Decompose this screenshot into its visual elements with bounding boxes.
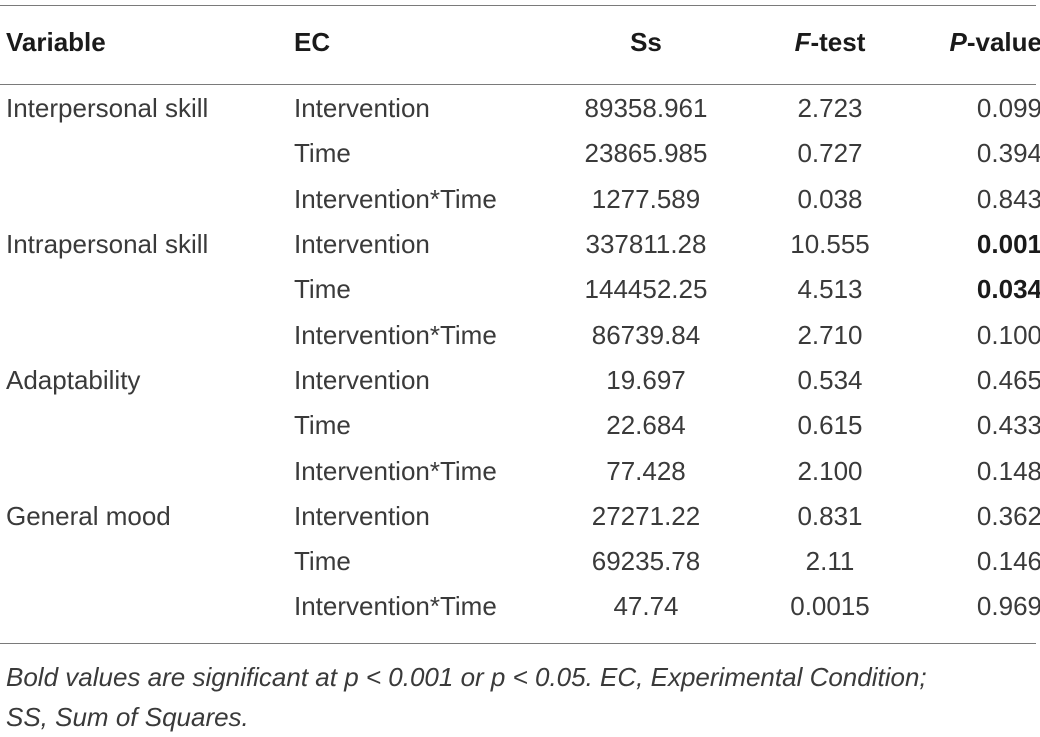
cell-ss: 23865.985 <box>584 138 708 169</box>
cell-variable: Adaptability <box>6 364 141 395</box>
cell-f-test: 0.0015 <box>790 591 870 622</box>
cell-variable: General mood <box>6 500 171 531</box>
cell-ec: Intervention*Time <box>294 591 497 622</box>
table-body: Interpersonal skill Intervention 89358.961… <box>0 70 1040 630</box>
header-p-value: P-value <box>902 14 1040 70</box>
cell-variable <box>0 267 294 312</box>
table-row: General mood Intervention 27271.22 0.831 0.3… <box>0 494 1040 539</box>
cell-p-value: 0.146 <box>976 546 1040 577</box>
cell-ss: 47.74 <box>613 591 679 622</box>
header-ss: Ss <box>630 26 662 57</box>
cell-f-test: 0.038 <box>797 183 863 214</box>
cell-p-value: 0.099 <box>976 93 1040 124</box>
footnote-line-1: Bold values are significant at p < 0.001… <box>6 662 927 692</box>
cell-ec: Time <box>294 546 351 577</box>
cell-f-test: 2.100 <box>797 455 863 486</box>
cell-ss: 89358.961 <box>584 93 708 124</box>
table-row: Interpersonal skill Intervention 89358.961… <box>0 70 1040 131</box>
cell-f-test: 0.831 <box>797 500 863 531</box>
cell-p-value: 0.465 <box>976 364 1040 395</box>
table-footnote: Bold values are significant at p < 0.001… <box>6 657 1036 737</box>
header-variable: Variable <box>6 26 106 57</box>
table-header-row: Variable EC Ss F-test P-value <box>0 14 1040 70</box>
cell-p-value: 0.394 <box>976 138 1040 169</box>
cell-p-value: 0.034 <box>976 274 1040 305</box>
table-row: Intrapersonal skill Intervention 337811.28… <box>0 222 1040 267</box>
cell-ec: Time <box>294 274 351 305</box>
cell-ss: 144452.25 <box>584 274 708 305</box>
cell-f-test: 2.11 <box>805 546 855 577</box>
table-row: Time 22.684 0.615 0.433 <box>0 403 1040 448</box>
cell-ec: Time <box>294 138 351 169</box>
cell-ss: 19.697 <box>606 364 686 395</box>
table-row: Intervention*Time 47.74 0.0015 0.969 <box>0 584 1040 629</box>
cell-variable <box>0 539 294 584</box>
table-row: Intervention*Time 1277.589 0.038 0.843 <box>0 177 1040 222</box>
results-table: Variable EC Ss F-test P-value Interperso… <box>0 14 1040 630</box>
cell-f-test: 0.727 <box>797 138 863 169</box>
cell-p-value: 0.433 <box>976 410 1040 441</box>
table-row: Adaptability Intervention 19.697 0.534 0.465 <box>0 358 1040 403</box>
header-f-test: F-test <box>758 14 902 70</box>
table-header-rule <box>0 84 1036 85</box>
cell-variable: Interpersonal skill <box>6 93 209 124</box>
cell-f-test: 0.615 <box>797 410 863 441</box>
header-ec: EC <box>294 26 331 57</box>
footnote-line-2: SS, Sum of Squares. <box>6 702 249 732</box>
cell-ss: 337811.28 <box>585 229 707 260</box>
table-row: Time 69235.78 2.11 0.146 <box>0 539 1040 584</box>
header-p-italic: P <box>949 26 967 57</box>
cell-variable <box>0 312 294 357</box>
cell-ec: Intervention*Time <box>294 183 497 214</box>
cell-ss: 27271.22 <box>591 500 701 531</box>
cell-f-test: 2.710 <box>797 319 863 350</box>
header-f-italic: F <box>794 26 811 57</box>
cell-p-value: 0.362 <box>976 500 1040 531</box>
cell-ec: Intervention <box>294 364 430 395</box>
cell-variable <box>0 448 294 493</box>
table-row: Time 144452.25 4.513 0.034 <box>0 267 1040 312</box>
cell-p-value: 0.969 <box>976 591 1040 622</box>
cell-variable <box>0 584 294 629</box>
table-row: Intervention*Time 86739.84 2.710 0.100 <box>0 312 1040 357</box>
table-top-rule <box>0 5 1036 6</box>
header-p-rest: -value <box>966 26 1040 57</box>
cell-f-test: 4.513 <box>797 274 863 305</box>
cell-f-test: 10.555 <box>790 229 870 260</box>
cell-p-value: 0.843 <box>976 183 1040 214</box>
cell-ec: Intervention*Time <box>294 319 497 350</box>
cell-ec: Intervention <box>294 229 430 260</box>
cell-variable: Intrapersonal skill <box>6 229 209 260</box>
cell-ec: Time <box>294 410 351 441</box>
cell-ec: Intervention <box>294 93 430 124</box>
table-row: Intervention*Time 77.428 2.100 0.148 <box>0 448 1040 493</box>
cell-variable <box>0 131 294 176</box>
cell-ec: Intervention*Time <box>294 455 497 486</box>
header-f-rest: -test <box>810 26 866 57</box>
cell-p-value: 0.001 <box>976 229 1040 260</box>
cell-variable <box>0 403 294 448</box>
cell-ss: 77.428 <box>606 455 686 486</box>
cell-f-test: 2.723 <box>797 93 863 124</box>
cell-p-value: 0.100 <box>976 319 1040 350</box>
cell-variable <box>0 177 294 222</box>
table-bottom-rule <box>0 643 1036 644</box>
cell-ss: 22.684 <box>606 410 686 441</box>
cell-p-value: 0.148 <box>976 455 1040 486</box>
cell-ss: 86739.84 <box>591 319 701 350</box>
cell-ec: Intervention <box>294 500 430 531</box>
cell-f-test: 0.534 <box>797 364 863 395</box>
cell-ss: 1277.589 <box>591 183 701 214</box>
cell-ss: 69235.78 <box>591 546 701 577</box>
table-row: Time 23865.985 0.727 0.394 <box>0 131 1040 176</box>
